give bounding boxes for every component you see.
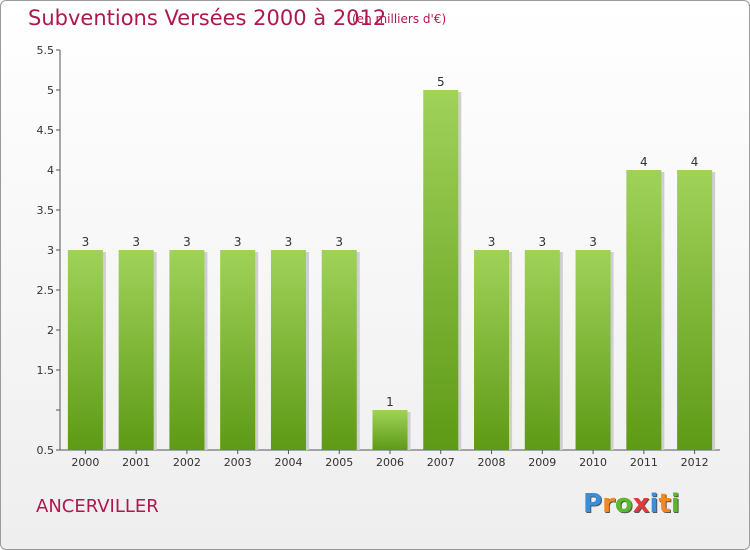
chart-title: Subventions Versées 2000 à 2012: [28, 6, 387, 30]
chart-subtitle: (en milliers d'€): [352, 12, 447, 26]
x-tick-label: 2006: [376, 456, 404, 469]
logo-letter: i: [670, 489, 680, 519]
bar: [67, 250, 103, 450]
x-tick-label: 2010: [579, 456, 607, 469]
bar-value-label: 3: [234, 235, 242, 249]
bar-value-label: 3: [488, 235, 496, 249]
bar-value-label: 3: [183, 235, 191, 249]
bar: [169, 250, 205, 450]
x-tick-label: 2009: [528, 456, 556, 469]
bar: [677, 170, 713, 450]
y-tick-label: 3.5: [37, 204, 55, 217]
x-tick-label: 2012: [681, 456, 709, 469]
bar-value-label: 3: [335, 235, 343, 249]
x-tick-label: 2011: [630, 456, 658, 469]
bar-value-label: 4: [691, 155, 699, 169]
commune-name: ANCERVILLER: [36, 496, 159, 517]
bar: [372, 410, 408, 450]
logo-letter: t: [658, 489, 671, 519]
logo-letter: r: [602, 489, 615, 519]
x-tick-label: 2008: [478, 456, 506, 469]
bar-value-label: 5: [437, 75, 445, 89]
bar-value-label: 1: [386, 395, 394, 409]
bar-value-label: 3: [538, 235, 546, 249]
bar-value-label: 4: [640, 155, 648, 169]
x-tick-label: 2007: [427, 456, 455, 469]
bar: [118, 250, 154, 450]
x-tick-label: 2004: [274, 456, 302, 469]
x-tick-label: 2005: [325, 456, 353, 469]
logo-letter: o: [614, 489, 633, 519]
logo-letter: x: [632, 489, 650, 519]
x-tick-label: 2002: [173, 456, 201, 469]
y-tick-label: 5.5: [37, 44, 55, 57]
x-tick-label: 2001: [122, 456, 150, 469]
bar: [270, 250, 306, 450]
bar-value-label: 3: [285, 235, 293, 249]
bar-value-label: 3: [589, 235, 597, 249]
bar: [220, 250, 256, 450]
bar: [626, 170, 662, 450]
bar-value-label: 3: [82, 235, 90, 249]
logo-letter: P: [583, 489, 603, 519]
y-tick-label: 1.5: [37, 364, 55, 377]
y-tick-label: 0.5: [37, 444, 55, 457]
bar: [524, 250, 560, 450]
bar: [575, 250, 611, 450]
bar: [423, 90, 459, 450]
y-tick-label: 2: [47, 324, 54, 337]
y-tick-label: 5: [47, 84, 54, 97]
x-tick-label: 2000: [71, 456, 99, 469]
x-tick-label: 2003: [224, 456, 252, 469]
proxiti-logo[interactable]: Proxiti: [583, 489, 680, 519]
y-tick-label: 2.5: [37, 284, 55, 297]
bar: [321, 250, 357, 450]
y-tick-label: 3: [47, 244, 54, 257]
y-tick-label: 4: [47, 164, 54, 177]
bar-value-label: 3: [132, 235, 140, 249]
logo-letter: i: [649, 489, 659, 519]
y-tick-label: 4.5: [37, 124, 55, 137]
bar: [474, 250, 510, 450]
